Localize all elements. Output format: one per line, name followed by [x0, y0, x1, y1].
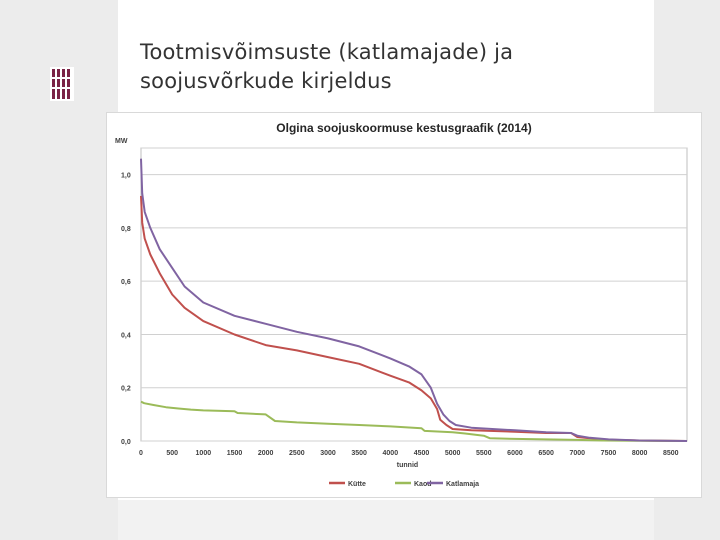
series-line: [140, 400, 688, 442]
x-tick-label: 6500: [538, 450, 554, 457]
legend-label: Katlamaja: [446, 481, 479, 488]
institution-logo-icon: [50, 67, 74, 101]
chart-title: Olgina soojuskoormuse kestusgraafik (201…: [276, 121, 531, 135]
x-tick-label: 4500: [414, 450, 430, 457]
load-duration-chart: 0,0 0,2 0,4 0,6 0,8 1,0 0 500 1000 1500 2000 2500 30…: [106, 112, 702, 498]
bottom-decor-band: [118, 500, 654, 540]
slide-title-line-1: Tootmisvõimsuste (katlamajade) ja: [140, 40, 514, 64]
x-tick-label: 5500: [476, 450, 492, 457]
y-axis-label: MW: [115, 138, 128, 145]
x-tick-label: 6000: [507, 450, 523, 457]
y-tick-label: 0,6: [121, 279, 131, 286]
x-tick-label: 3000: [320, 450, 336, 457]
y-tick-label: 0,0: [121, 439, 131, 446]
x-tick-label: 3500: [351, 450, 367, 457]
x-tick-label: 500: [166, 450, 178, 457]
slide-title: Tootmisvõimsuste (katlamajade) ja soojus…: [140, 38, 640, 96]
x-tick-label: 7500: [601, 450, 617, 457]
x-tick-label: 2000: [258, 450, 274, 457]
plot-area: [140, 147, 688, 442]
x-tick-label: 5000: [445, 450, 461, 457]
y-tick-label: 1,0: [121, 173, 131, 180]
x-tick-label: 2500: [289, 450, 305, 457]
legend-label: Kütte: [348, 481, 366, 488]
x-tick-label: 1500: [227, 450, 243, 457]
chart-canvas: 0,0 0,2 0,4 0,6 0,8 1,0 0 500 1000 1500 2000 2500 30…: [115, 121, 688, 488]
slide-title-line-2: soojusvõrkude kirjeldus: [140, 69, 392, 93]
legend-label: Kaod: [414, 481, 432, 488]
x-tick-label: 7000: [570, 450, 586, 457]
y-tick-label: 0,2: [121, 386, 131, 393]
x-tick-label: 0: [139, 450, 143, 457]
y-tick-label: 0,8: [121, 226, 131, 233]
x-tick-label: 8000: [632, 450, 648, 457]
x-tick-label: 1000: [196, 450, 212, 457]
series-line: [140, 158, 688, 442]
x-tick-label: 4000: [383, 450, 399, 457]
x-tick-label: 8500: [663, 450, 679, 457]
x-axis-label: tunnid: [397, 462, 418, 469]
y-tick-label: 0,4: [121, 332, 131, 339]
